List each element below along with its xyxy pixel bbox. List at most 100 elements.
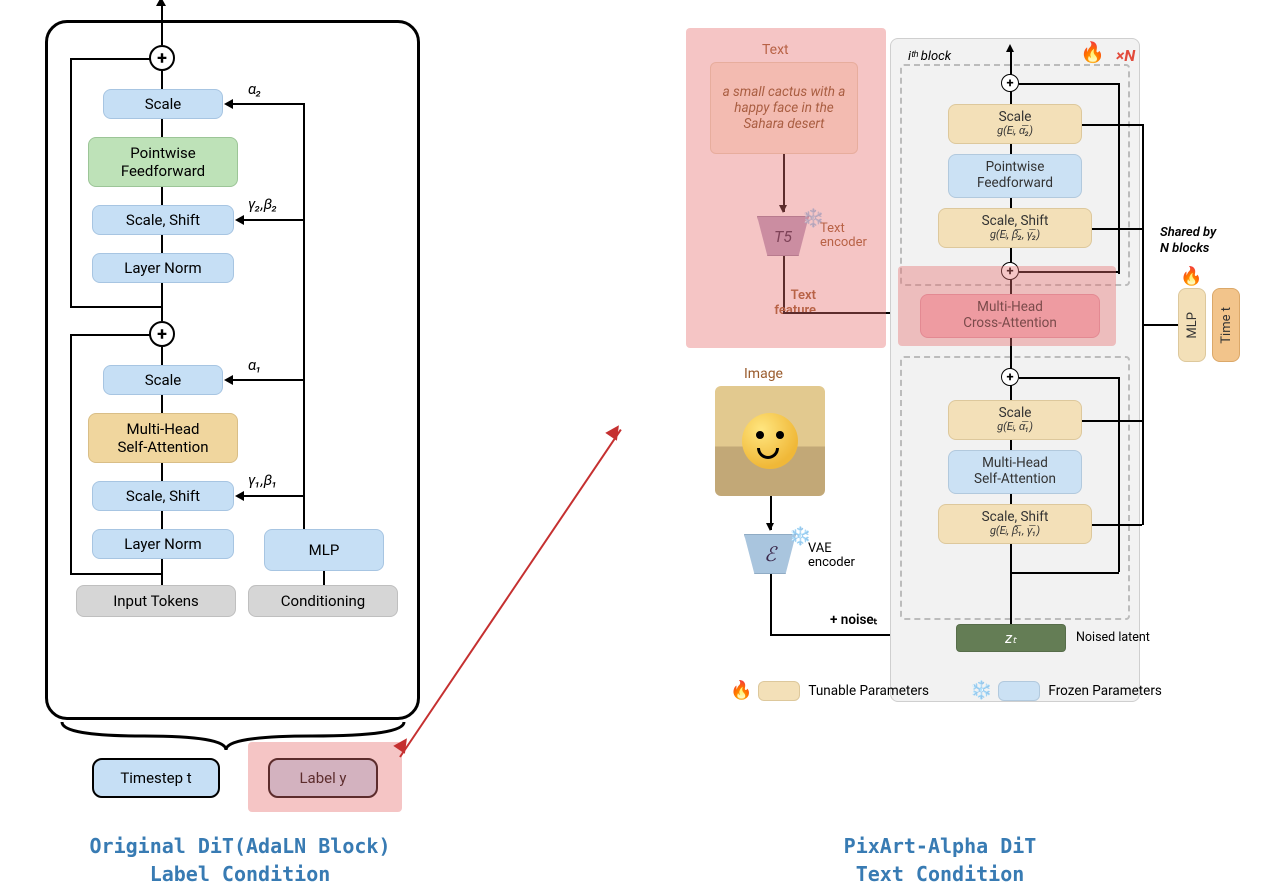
ss-r1: Scale, Shift g(Eᵢ, β̅₁, γ̅₁) [938,504,1092,544]
connector [1092,228,1142,230]
connector [161,463,163,481]
connector [783,154,785,212]
label: Pointwise Feedforward [977,160,1053,191]
text-feature-label: Text feature [746,288,816,318]
label: Conditioning [281,592,365,610]
text-prompt-box: a small cactus with a happy face in the … [710,62,858,154]
connector [1019,377,1119,379]
ith-block-label: iᵗʰ block [908,48,951,64]
skip [70,334,72,574]
alpha1-label: α₁ [248,356,262,374]
swatch [998,681,1040,701]
add-op-1: + [149,321,175,347]
add-op-r3: + [1001,74,1019,92]
ff-r: Pointwise Feedforward [948,154,1082,198]
skip [70,306,162,308]
connector [161,395,163,413]
label: Multi-Head Self-Attention [118,420,209,456]
ss-r2: Scale, Shift g(Eᵢ, β̅₂, γ̅₂) [938,208,1092,248]
side-mlp: MLP [1178,288,1206,362]
label: Pointwise Feedforward [121,144,205,180]
param-spine [303,103,305,529]
connector [323,571,325,585]
skip [70,334,150,336]
connector [1142,324,1178,326]
zt-box: zₜ [956,624,1066,652]
connector [243,219,304,221]
left-dit-panel: + Scale α₂ Pointwise Feedforward Scale, … [45,20,420,720]
conditioning: Conditioning [248,585,398,617]
mlp-block: MLP [264,529,384,571]
arrow [1006,44,1014,52]
label: Multi-Head Cross-Attention [963,300,1057,331]
layernorm-1: Layer Norm [92,529,234,559]
label: ℰ [764,542,776,567]
fire-icon: 🔥 [1180,266,1202,287]
add-op-2: + [149,45,175,71]
label: Scale, Shift [126,211,200,229]
connector [161,187,163,205]
connector [1010,572,1119,574]
label: Frozen Parameters [1048,683,1161,699]
connector [161,23,163,45]
fire-icon: 🔥 [1080,40,1105,64]
label-y-box: Label y [268,758,378,798]
label: Tunable Parameters [808,683,929,699]
label: Scale, Shift [982,214,1049,230]
image-thumb [715,386,825,496]
multiplier-label: ×N [1116,46,1135,65]
label: Scale, Shift [982,510,1049,526]
label: zₜ [1005,629,1017,647]
label: T5 [774,227,792,246]
add-op-r2: + [1001,262,1019,280]
selfattn-r: Multi-Head Self-Attention [948,450,1082,494]
shared-label: Shared by N blocks [1160,225,1252,256]
connector [1019,83,1119,85]
add-op-r1: + [1001,368,1019,386]
skip [70,573,162,575]
label: Scale [145,95,182,113]
connector [1082,124,1142,126]
legend-tunable: 🔥 Tunable Parameters [730,680,929,701]
swatch [758,681,800,701]
mhsa-block: Multi-Head Self-Attention [88,413,238,463]
connector [161,235,163,253]
scale-block-2: Scale [103,89,223,119]
label: Scale [999,110,1032,126]
noised-latent-label: Noised latent [1076,630,1150,645]
red-arrow [399,429,622,758]
pointwise-ff: Pointwise Feedforward [88,137,238,187]
skip [70,58,72,307]
left-caption: Original DiT(AdaLN Block) Label Conditio… [60,832,420,888]
cross-attn: Multi-Head Cross-Attention [920,294,1100,338]
connector [1082,420,1142,422]
label: Multi-Head Self-Attention [974,456,1056,487]
connector [232,103,304,105]
layernorm-2: Layer Norm [92,253,234,283]
side-time: Time t [1212,288,1240,362]
image-heading: Image [744,366,783,382]
arrow [779,205,787,213]
arrow [766,523,774,531]
sub: g(Eᵢ, β̅₁, γ̅₁) [990,525,1040,538]
connector [1019,271,1119,273]
label: Timestep t [120,769,191,787]
label: Scale, Shift [126,487,200,505]
label: Scale [145,371,182,389]
g2b2-label: γ₂,β₂ [248,195,278,213]
alpha2-label: α₂ [248,80,262,98]
connector [232,379,304,381]
label: Scale [999,406,1032,422]
scale-block-1: Scale [103,365,223,395]
skip [70,58,150,60]
label: MLP [309,541,340,559]
arrow [156,0,166,6]
scale-shift-2: Scale, Shift [92,205,234,235]
sub: g(Eᵢ, β̅₂, γ̅₂) [990,229,1040,242]
label: a small cactus with a happy face in the … [721,84,847,132]
timestep-box: Timestep t [92,758,220,798]
label: Time t [1219,307,1234,344]
legend-frozen: ❄️ Frozen Parameters [970,680,1162,701]
label: Layer Norm [124,259,201,277]
connector [161,5,163,23]
